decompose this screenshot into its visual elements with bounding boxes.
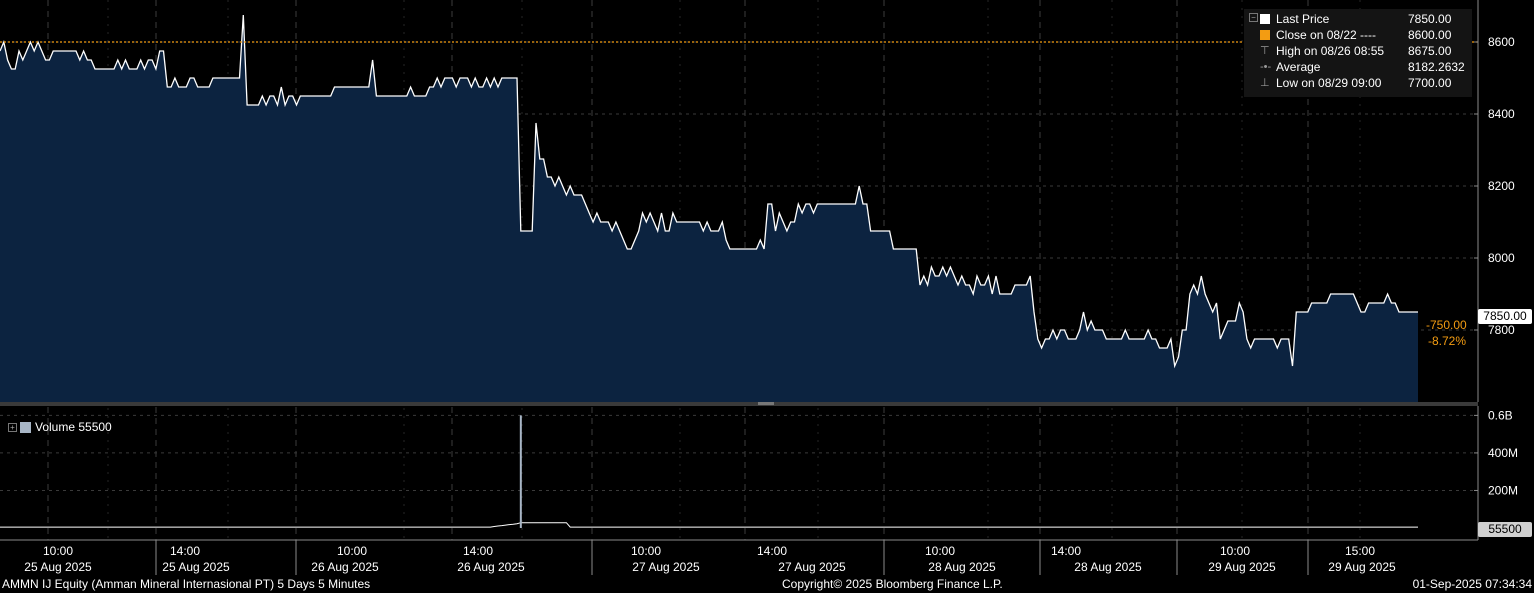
- x-date-label: 28 Aug 2025: [1074, 560, 1142, 574]
- orange-square-icon: [1260, 30, 1270, 40]
- price-line: [0, 14, 1418, 369]
- volume-tick-label: 200M: [1488, 483, 1518, 497]
- legend-value: 8182.2632: [1408, 60, 1465, 74]
- x-time-label: 14:00: [170, 544, 200, 558]
- legend-row-low: ⊥ Low on 08/29 09:00 7700.00: [1244, 75, 1472, 91]
- legend-row-high: ⊤ High on 08/26 08:55 8675.00: [1244, 43, 1472, 59]
- x-time-label: 15:00: [1345, 544, 1375, 558]
- panel-divider[interactable]: [0, 402, 1478, 406]
- low-marker-icon: ⊥: [1260, 77, 1270, 89]
- change-abs-label: -750.00: [1426, 318, 1467, 332]
- legend-name: Last Price: [1276, 12, 1330, 26]
- time-x-axis: 10:00 25 Aug 2025 14:00 25 Aug 2025 10:00 26 …: [0, 539, 1478, 575]
- last-price-badge-text: 7850.00: [1483, 309, 1527, 323]
- x-time-label: 10:00: [1220, 544, 1250, 558]
- volume-tick-label: 400M: [1488, 446, 1518, 460]
- copyright-text: Copyright© 2025 Bloomberg Finance L.P.: [782, 577, 1003, 591]
- volume-y-axis: 0.6B 400M 200M: [1474, 406, 1518, 540]
- x-date-label: 26 Aug 2025: [311, 560, 379, 574]
- price-tick-label: 8600: [1488, 35, 1515, 49]
- x-date-label: 25 Aug 2025: [24, 560, 92, 574]
- x-date-label: 25 Aug 2025: [162, 560, 230, 574]
- volume-legend: + Volume 55500: [8, 418, 112, 436]
- legend-value: 8600.00: [1408, 28, 1452, 42]
- x-time-label: 10:00: [43, 544, 73, 558]
- x-date-label: 26 Aug 2025: [457, 560, 525, 574]
- volume-last-badge-text: 55500: [1488, 522, 1522, 536]
- volume-swatch-icon: [20, 422, 31, 434]
- legend-row-close: Close on 08/22 ---- 8600.00: [1244, 27, 1472, 43]
- x-date-label: 27 Aug 2025: [632, 560, 700, 574]
- x-time-label: 14:00: [463, 544, 493, 558]
- x-date-label: 27 Aug 2025: [778, 560, 846, 574]
- volume-legend-label: Volume 55500: [35, 420, 112, 434]
- white-square-icon: [1260, 14, 1270, 24]
- last-price-badge: 7850.00: [1478, 309, 1532, 324]
- security-description: AMMN IJ Equity (Amman Mineral Internasio…: [2, 577, 371, 591]
- average-marker-icon: -•-: [1260, 61, 1272, 73]
- x-date-label: 28 Aug 2025: [928, 560, 996, 574]
- price-area-fill: [0, 15, 1418, 402]
- x-time-label: 10:00: [925, 544, 955, 558]
- change-pct-label: -8.72%: [1428, 334, 1466, 348]
- change-abs-text: -750.00: [1426, 318, 1467, 332]
- price-tick-label: 8400: [1488, 107, 1515, 121]
- x-time-label: 14:00: [1051, 544, 1081, 558]
- x-date-label: 29 Aug 2025: [1328, 560, 1396, 574]
- price-y-axis: 8600 8400 8200 8000 7800: [1474, 0, 1515, 402]
- legend-name: Average: [1276, 60, 1321, 74]
- legend-name: Close on 08/22 ----: [1276, 28, 1377, 42]
- price-tick-label: 7800: [1488, 323, 1515, 337]
- legend-value: 8675.00: [1408, 44, 1452, 58]
- panel-resize-handle[interactable]: [758, 402, 774, 405]
- legend-collapse-icon[interactable]: −: [1249, 13, 1258, 22]
- legend-name: High on 08/26 08:55: [1276, 44, 1385, 58]
- legend-row-average: -•- Average 8182.2632: [1244, 59, 1472, 75]
- x-time-label: 10:00: [337, 544, 367, 558]
- volume-line: [0, 522, 1418, 528]
- legend-value: 7850.00: [1408, 12, 1452, 26]
- legend-value: 7700.00: [1408, 76, 1452, 90]
- volume-last-badge: 55500: [1478, 522, 1532, 537]
- legend-name: Low on 08/29 09:00: [1276, 76, 1382, 90]
- price-tick-label: 8200: [1488, 179, 1515, 193]
- price-legend: − Last Price 7850.00 Close on 08/22 ----…: [1244, 9, 1472, 97]
- change-pct-text: -8.72%: [1428, 334, 1467, 348]
- legend-row-last-price: Last Price 7850.00: [1244, 11, 1472, 27]
- volume-tick-label: 0.6B: [1488, 408, 1513, 422]
- x-date-label: 29 Aug 2025: [1208, 560, 1276, 574]
- high-marker-icon: ⊤: [1260, 45, 1270, 57]
- x-time-label: 10:00: [631, 544, 661, 558]
- timestamp-text: 01-Sep-2025 07:34:34: [1412, 577, 1532, 591]
- price-area: [0, 14, 1418, 402]
- volume-series: [0, 415, 1418, 528]
- volume-collapse-icon[interactable]: +: [8, 423, 17, 433]
- x-time-label: 14:00: [757, 544, 787, 558]
- price-tick-label: 8000: [1488, 251, 1515, 265]
